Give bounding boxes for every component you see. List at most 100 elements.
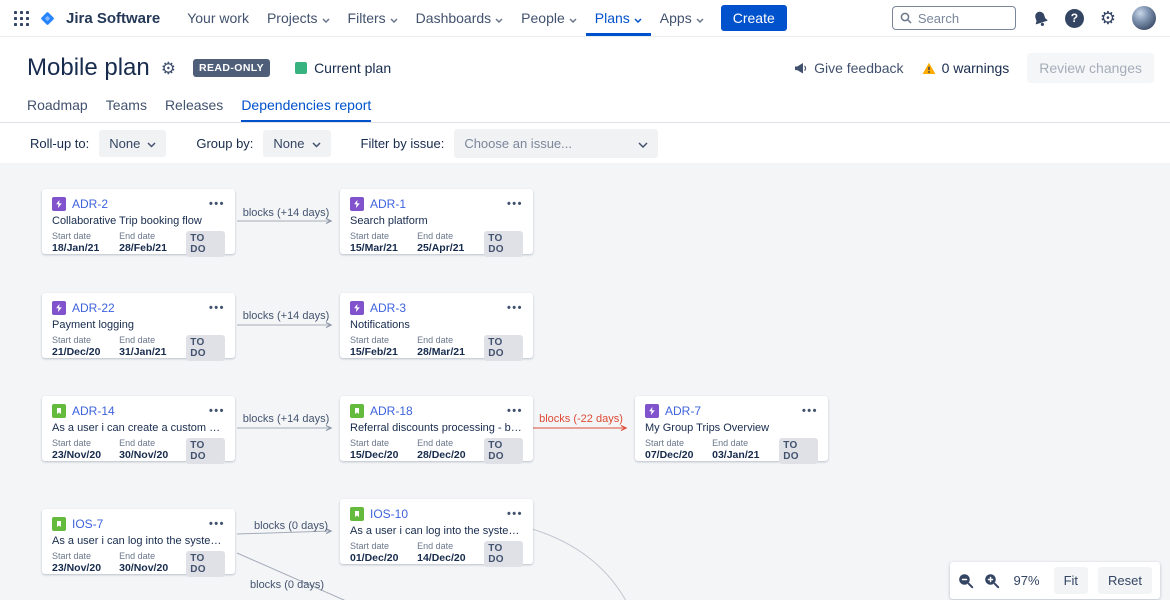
search-box[interactable] — [891, 6, 1016, 30]
status-badge: TO DO — [186, 335, 225, 361]
status-badge: TO DO — [484, 541, 523, 567]
start-date-label: Start date — [645, 438, 685, 448]
issue-card[interactable]: ADR-22 ••• Payment logging Start date 21/… — [42, 293, 235, 361]
start-date-label: Start date — [350, 438, 390, 448]
issue-card[interactable]: IOS-7 ••• As a user i can log into the s… — [42, 509, 235, 577]
issue-key-link[interactable]: ADR-3 — [370, 301, 407, 315]
start-date-label: Start date — [52, 231, 92, 241]
more-actions-button[interactable]: ••• — [208, 302, 225, 314]
start-date-label: Start date — [52, 335, 92, 345]
status-badge: TO DO — [186, 231, 225, 257]
end-date-label: End date — [417, 231, 454, 241]
warnings-indicator[interactable]: 0 warnings — [922, 60, 1009, 76]
more-actions-button[interactable]: ••• — [801, 405, 818, 417]
status-badge: TO DO — [779, 438, 818, 464]
issue-key-link[interactable]: ADR-14 — [72, 404, 115, 418]
fit-button[interactable]: Fit — [1053, 567, 1089, 594]
rollup-dropdown[interactable]: None — [99, 129, 167, 157]
epic-icon — [350, 197, 364, 211]
issue-key-link[interactable]: ADR-18 — [370, 404, 413, 418]
nav-item-your-work[interactable]: Your work — [187, 10, 249, 26]
end-date-label: End date — [119, 231, 156, 241]
groupby-dropdown[interactable]: None — [263, 129, 331, 157]
issue-card[interactable]: ADR-7 ••• My Group Trips Overview Start … — [635, 396, 828, 464]
jira-logo-text[interactable]: Jira Software — [66, 9, 161, 27]
issue-key-link[interactable]: ADR-22 — [72, 301, 115, 315]
tab-roadmap[interactable]: Roadmap — [27, 97, 88, 113]
more-actions-button[interactable]: ••• — [208, 405, 225, 417]
end-date-label: End date — [119, 551, 156, 561]
dependency-label: blocks (+14 days) — [242, 310, 330, 322]
help-icon[interactable]: ? — [1064, 8, 1084, 28]
story-icon — [52, 517, 66, 531]
nav-item-plans[interactable]: Plans — [586, 0, 651, 36]
jira-logo-icon[interactable] — [39, 10, 56, 27]
story-icon — [350, 507, 364, 521]
issue-key-link[interactable]: IOS-7 — [72, 517, 104, 531]
start-date-value: 15/Feb/21 — [350, 346, 398, 358]
start-date-label: Start date — [350, 335, 390, 345]
chevron-down-icon — [696, 10, 704, 26]
issue-card[interactable]: ADR-1 ••• Search platform Start date 15/M… — [340, 189, 533, 257]
reset-button[interactable]: Reset — [1098, 567, 1152, 594]
end-date-value: 14/Dec/20 — [417, 552, 466, 564]
issue-card[interactable]: ADR-2 ••• Collaborative Trip booking flo… — [42, 189, 235, 257]
avatar[interactable] — [1132, 6, 1156, 30]
tab-teams[interactable]: Teams — [105, 97, 147, 113]
issue-summary: Search platform — [350, 215, 428, 227]
issue-summary: Payment logging — [52, 319, 134, 331]
plan-settings-icon[interactable]: ⚙ — [160, 58, 176, 78]
app-switcher-icon[interactable] — [14, 10, 29, 26]
start-date-label: Start date — [52, 438, 92, 448]
nav-item-projects[interactable]: Projects — [258, 0, 339, 36]
end-date-value: 31/Jan/21 — [119, 346, 167, 358]
issue-key-link[interactable]: ADR-2 — [72, 197, 109, 211]
end-date-value: 25/Apr/21 — [417, 242, 465, 254]
search-input[interactable] — [917, 10, 998, 26]
nav-item-apps[interactable]: Apps — [651, 0, 713, 36]
status-badge: TO DO — [484, 438, 523, 464]
nav-item-dashboards[interactable]: Dashboards — [407, 0, 513, 36]
end-date-value: 03/Jan/21 — [712, 449, 760, 461]
story-icon — [52, 404, 66, 418]
current-plan-color-icon — [295, 62, 308, 74]
dependencies-canvas[interactable]: blocks (+14 days) blocks (+14 days) bloc… — [0, 163, 1170, 600]
give-feedback-button[interactable]: Give feedback — [794, 60, 904, 76]
issue-card[interactable]: ADR-18 ••• Referral discounts processing… — [340, 396, 533, 464]
end-date-value: 30/Nov/20 — [119, 562, 169, 574]
end-date-value: 28/Mar/21 — [417, 346, 465, 358]
create-button[interactable]: Create — [720, 5, 787, 31]
zoom-in-icon[interactable] — [984, 573, 1000, 589]
filter-by-issue-select[interactable]: Choose an issue... — [454, 128, 659, 158]
notifications-icon[interactable] — [1032, 10, 1049, 27]
review-changes-button[interactable]: Review changes — [1027, 53, 1154, 83]
chevron-down-icon — [634, 10, 642, 26]
more-actions-button[interactable]: ••• — [208, 518, 225, 530]
more-actions-button[interactable]: ••• — [506, 508, 523, 520]
dependency-label: blocks (0 days) — [254, 520, 328, 532]
settings-gear-icon[interactable]: ⚙ — [1099, 8, 1116, 28]
issue-key-link[interactable]: ADR-1 — [370, 197, 407, 211]
issue-card[interactable]: ADR-14 ••• As a user i can create a cust… — [42, 396, 235, 464]
more-actions-button[interactable]: ••• — [506, 198, 523, 210]
start-date-value: 15/Mar/21 — [350, 242, 398, 254]
nav-item-people[interactable]: People — [512, 0, 586, 36]
filter-by-issue-label: Filter by issue: — [360, 135, 445, 151]
issue-key-link[interactable]: IOS-10 — [370, 507, 409, 521]
dependency-label: blocks (+14 days) — [242, 413, 330, 425]
groupby-label: Group by: — [196, 135, 254, 151]
issue-card[interactable]: IOS-10 ••• As a user i can log into the … — [340, 499, 533, 567]
start-date-value: 01/Dec/20 — [350, 552, 399, 564]
filter-bar: Roll-up to: None Group by: None Filter b… — [0, 123, 1170, 163]
nav-item-filters[interactable]: Filters — [339, 0, 407, 36]
top-navigation: Jira Software Your work Projects Filters… — [0, 0, 1170, 37]
more-actions-button[interactable]: ••• — [208, 198, 225, 210]
more-actions-button[interactable]: ••• — [506, 405, 523, 417]
issue-key-link[interactable]: ADR-7 — [665, 404, 702, 418]
more-actions-button[interactable]: ••• — [506, 302, 523, 314]
dependency-label: blocks (+14 days) — [242, 207, 330, 219]
tab-releases[interactable]: Releases — [164, 97, 224, 113]
issue-card[interactable]: ADR-3 ••• Notifications Start date 15/Feb… — [340, 293, 533, 361]
tab-dependencies-report[interactable]: Dependencies report — [241, 97, 371, 122]
zoom-out-icon[interactable] — [958, 573, 974, 589]
